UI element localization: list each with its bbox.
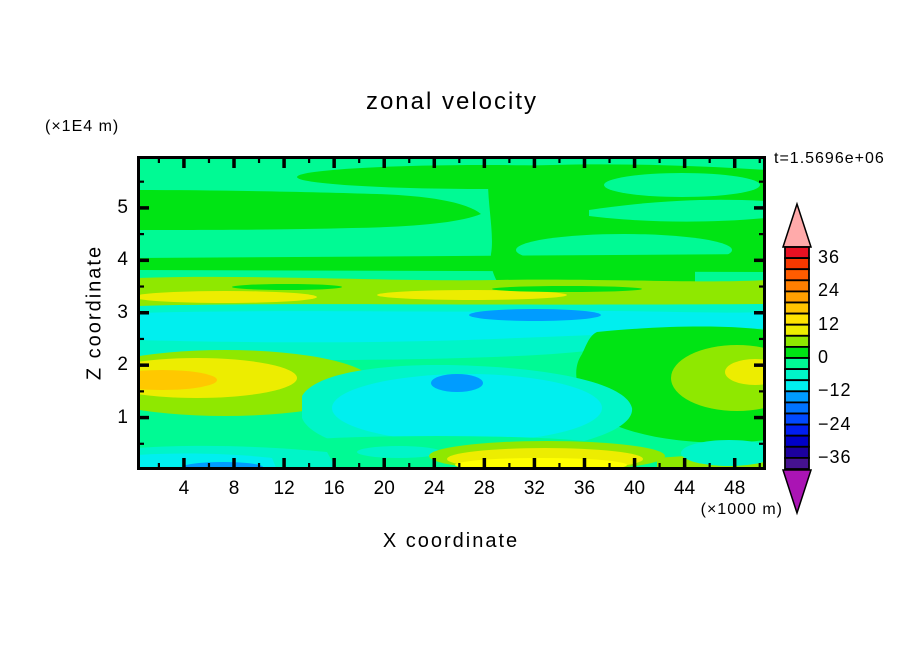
colorbar-segment (784, 257, 810, 271)
colorbar-segment (784, 268, 810, 282)
contour-region-spring-hole-2 (589, 199, 766, 222)
y-tick-label: 3 (117, 301, 128, 323)
x-tick-label: 12 (273, 478, 295, 499)
x-tick-label: 36 (573, 478, 596, 499)
colorbar-segment (784, 456, 810, 470)
x-tick-label: 40 (623, 478, 646, 499)
y-axis-label: Z coordinate (83, 244, 106, 381)
colorbar-tick-label: −36 (818, 446, 852, 467)
contour-region-spring-hole-1 (604, 173, 760, 197)
x-tick-label: 4 (178, 478, 190, 499)
x-axis-label: X coordinate (382, 530, 520, 552)
colorbar-segment (784, 401, 810, 415)
colorbar-tick-label: 24 (818, 280, 841, 301)
colorbar-segment (784, 423, 810, 437)
colorbar-segment (784, 334, 810, 348)
x-tick-label: 44 (674, 478, 696, 499)
contour-region-green-mid-band (137, 254, 766, 272)
colorbar-segment (784, 323, 810, 337)
time-annotation: t=1.5696e+06 (774, 150, 885, 167)
y-tick-label: 1 (117, 406, 128, 428)
y-tick-label: 2 (117, 354, 128, 376)
colorbar-segments (784, 246, 810, 470)
colorbar-tick-label: 0 (818, 347, 830, 367)
y-tick-label: 4 (117, 249, 128, 271)
colorbar-segment (784, 290, 810, 304)
colorbar-segment (784, 312, 810, 326)
x-tick-label: 24 (423, 478, 445, 499)
colorbar-tick-label: −24 (818, 413, 852, 434)
colorbar-above-arrow (781, 201, 813, 248)
y-units-annotation: (×1E4 m) (45, 118, 120, 135)
y-tick-label: 5 (117, 196, 128, 218)
colorbar-segment (784, 279, 810, 293)
contour-region-yellow-streak-1 (137, 291, 317, 303)
contour-region-green-streak-1 (232, 284, 342, 290)
colorbar-segment (784, 412, 810, 426)
contour-field (137, 156, 766, 470)
colorbar-tick-label: 36 (818, 247, 841, 268)
contour-region-green-left-band (137, 190, 481, 230)
colorbar-tick-label: 12 (818, 313, 841, 334)
x-tick-label: 48 (724, 478, 746, 499)
x-tick-label: 20 (373, 478, 395, 499)
contour-region-yellow-streak-2 (377, 290, 567, 300)
colorbar-segment (784, 301, 810, 315)
colorbar-segment (784, 434, 810, 448)
x-tick-label: 28 (473, 478, 495, 499)
colorbar-below-arrow (781, 469, 813, 516)
colorbar-segment (784, 379, 810, 393)
x-tick-label: 16 (323, 478, 345, 499)
contour-region-aquamarine-right-blob (681, 440, 766, 466)
colorbar-segment (784, 357, 810, 371)
colorbar-tick-label: −12 (818, 380, 852, 401)
plot-frame (137, 156, 766, 470)
contour-region-green-streak-2 (492, 286, 642, 292)
colorbar-segment (784, 390, 810, 404)
colorbar (781, 201, 813, 516)
x-tick-label: 8 (228, 478, 240, 499)
x-units-annotation: (×1000 m) (700, 501, 783, 518)
colorbar-segment (784, 445, 810, 459)
colorbar-segment (784, 368, 810, 382)
contour-region-aquamarine-mid-streak (357, 446, 441, 458)
contour-region-blue-blob (431, 374, 483, 392)
contour-plot (137, 156, 766, 470)
contour-region-gold-left-core (137, 370, 217, 390)
page-title: zonal velocity (365, 88, 539, 115)
contour-region-blue-streak-top (469, 309, 601, 321)
colorbar-segment (784, 345, 810, 359)
colorbar-segment (784, 246, 810, 260)
contour-region-cyan-center (332, 374, 602, 442)
x-tick-label: 32 (523, 478, 545, 499)
